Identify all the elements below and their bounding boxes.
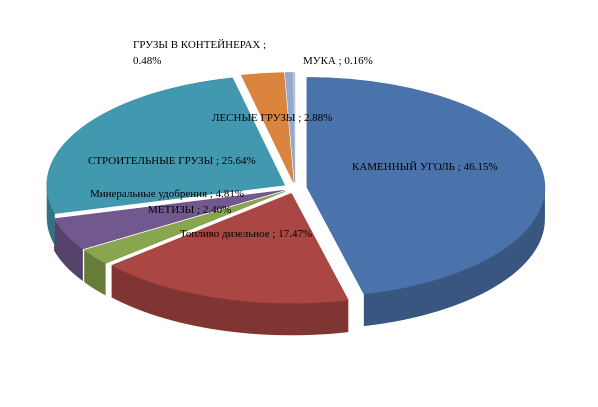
data-labels: КАМЕННЫЙ УГОЛЬ ; 46.15% Топливо дизельное… — [88, 39, 498, 240]
data-label: МУКА ; 0.16% — [303, 55, 373, 67]
slice — [240, 72, 294, 183]
data-label: КАМЕННЫЙ УГОЛЬ ; 46.15% — [352, 161, 498, 173]
label-separator: ; — [194, 204, 203, 216]
slice — [46, 77, 286, 214]
slice-tops — [46, 72, 546, 304]
label-value: 0.48% — [133, 55, 161, 67]
label-category: Минеральные удобрения — [90, 188, 207, 200]
label-value: 4.81% — [216, 188, 244, 200]
label-category: ЛЕСНЫЕ ГРУЗЫ — [212, 112, 296, 124]
label-category: КАМЕННЫЙ УГОЛЬ — [352, 161, 455, 173]
label-separator: ; — [207, 188, 216, 200]
data-label: Минеральные удобрения ; 4.81% — [90, 188, 244, 200]
slice-side — [363, 187, 545, 327]
label-value: 17.47% — [278, 228, 312, 240]
data-label: МЕТИЗЫ ; 2.40% — [148, 204, 231, 216]
label-separator: ; — [260, 39, 269, 51]
label-separator: ; — [336, 55, 345, 67]
label-category: МЕТИЗЫ — [148, 204, 195, 216]
slice — [111, 192, 349, 304]
slice — [53, 189, 285, 250]
slice — [306, 77, 546, 295]
label-category: ГРУЗЫ В КОНТЕЙНЕРАХ — [133, 39, 260, 51]
slice — [292, 72, 296, 183]
data-label: ЛЕСНЫЕ ГРУЗЫ ; 2.88% — [212, 112, 332, 124]
data-label: СТРОИТЕЛЬНЫЕ ГРУЗЫ ; 25.64% — [88, 155, 256, 167]
label-category: МУКА — [303, 55, 336, 67]
data-label: Топливо дизельное ; 17.47% — [180, 228, 312, 240]
label-separator: ; — [270, 228, 279, 240]
label-value: 2.40% — [203, 204, 231, 216]
label-category: СТРОИТЕЛЬНЫЕ ГРУЗЫ — [88, 155, 214, 167]
data-label: ГРУЗЫ В КОНТЕЙНЕРАХ ; 0.48% — [133, 39, 269, 67]
label-value: 46.15% — [464, 161, 498, 173]
slice-side — [84, 250, 106, 296]
label-value: 2.88% — [304, 112, 332, 124]
slice-side — [54, 218, 83, 282]
label-separator: ; — [295, 112, 304, 124]
label-value: 25.64% — [222, 155, 256, 167]
label-category: Топливо дизельное — [180, 228, 270, 240]
slice — [83, 191, 286, 264]
label-value: 0.16% — [344, 55, 372, 67]
slice-side — [111, 265, 349, 336]
label-separator: ; — [455, 161, 464, 173]
label-separator: ; — [213, 155, 222, 167]
